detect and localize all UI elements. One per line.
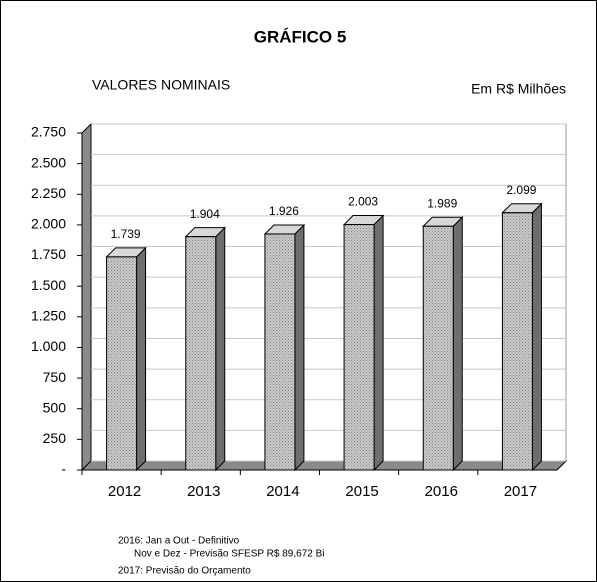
- bar-side: [294, 223, 305, 472]
- bar: [422, 225, 454, 471]
- y-tick-label: 750: [43, 369, 67, 385]
- value-label: 2.099: [506, 183, 536, 197]
- bar: [343, 224, 375, 471]
- y-tick-label: 250: [43, 430, 67, 446]
- bar: [185, 236, 217, 471]
- bar-side: [531, 202, 542, 472]
- bar: [264, 233, 296, 471]
- note: Nov e Dez - Previsão SFESP R$ 89,672 Bi: [134, 549, 324, 560]
- floor: [80, 460, 568, 471]
- value-label: 1.926: [269, 204, 299, 218]
- x-tick-label: 2013: [187, 483, 220, 500]
- bar-side: [452, 216, 463, 472]
- note: 2016: Jan a Out - Definitivo: [118, 536, 240, 547]
- y-tick-label: 1.750: [31, 246, 66, 262]
- y-tick-label: 2.250: [31, 185, 66, 201]
- y-tick-label: 2.750: [31, 124, 66, 140]
- back-wall: [90, 123, 567, 462]
- y-tick-label: 1.000: [31, 338, 66, 354]
- value-label: 2.003: [348, 195, 378, 209]
- bar: [501, 212, 533, 471]
- value-label: 1.739: [111, 227, 141, 241]
- x-tick-label: 2017: [504, 483, 537, 500]
- y-tick-label: 500: [43, 399, 67, 415]
- y-tick-label: 1.250: [31, 308, 66, 324]
- note: 2017: Previsão do Orçamento: [118, 566, 251, 577]
- y-tick-label: 2.000: [31, 216, 66, 232]
- unit-label: Em R$ Milhões: [471, 81, 566, 97]
- value-label: 1.989: [427, 196, 457, 210]
- x-tick-label: 2015: [345, 483, 378, 500]
- left-wall: [81, 122, 92, 472]
- x-tick-label: 2012: [108, 483, 141, 500]
- subtitle: VALORES NOMINAIS: [92, 77, 230, 93]
- value-label: 1.904: [190, 207, 220, 221]
- y-tick-label: -: [61, 461, 66, 477]
- y-tick-label: 2.500: [31, 154, 66, 170]
- bar-side: [136, 246, 147, 472]
- x-tick-label: 2014: [266, 483, 299, 500]
- bar-side: [215, 226, 226, 472]
- bar: [106, 256, 138, 471]
- x-tick-label: 2016: [425, 483, 458, 500]
- y-tick-label: 1.500: [31, 277, 66, 293]
- bar-side: [373, 214, 384, 472]
- chart-title: GRÁFICO 5: [254, 27, 347, 46]
